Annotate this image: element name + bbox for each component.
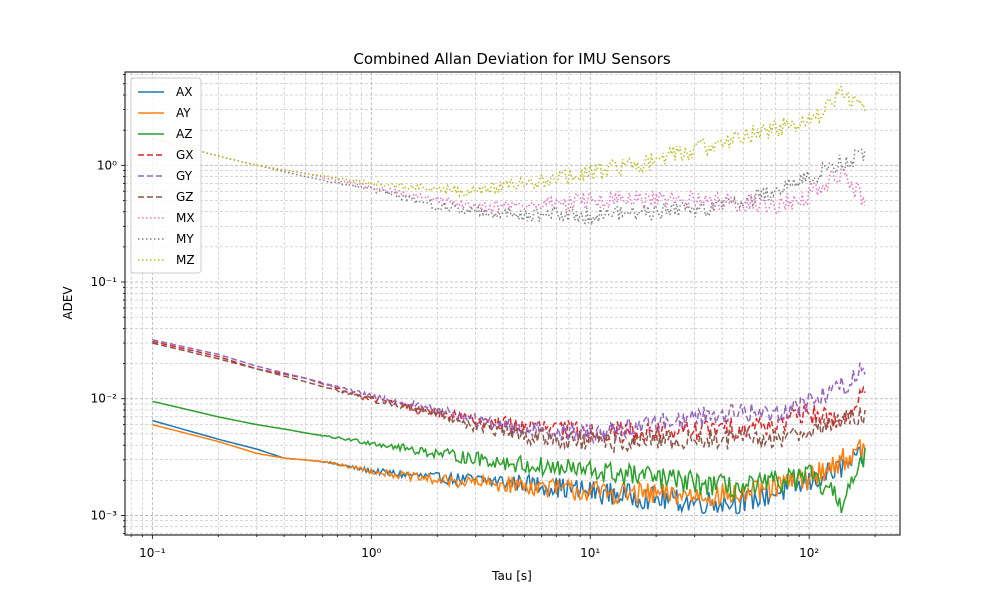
series-line-gy — [152, 339, 866, 444]
legend-label-my: MY — [176, 232, 194, 246]
legend-label-gy: GY — [176, 169, 193, 183]
y-tick-label: 10⁰ — [97, 158, 117, 172]
chart-title: Combined Allan Deviation for IMU Sensors — [353, 50, 670, 68]
series-line-ay — [152, 423, 866, 507]
x-tick-label: 10⁰ — [361, 546, 381, 560]
x-tick-label: 10⁻¹ — [139, 546, 166, 560]
y-tick-label: 10⁻¹ — [91, 275, 118, 289]
tick-marks: 10⁻¹ 10⁰ 10¹ 10² 10⁻³ 10⁻² 10⁻¹ 10⁰ — [91, 74, 876, 560]
legend: AX AY AZ GX GY GZ MX MY MZ — [130, 77, 202, 274]
series-line-gz — [152, 342, 866, 454]
legend-box — [130, 77, 202, 274]
legend-label-mz: MZ — [176, 253, 195, 267]
series-line-mx — [152, 137, 866, 216]
y-axis-label: ADEV — [61, 286, 75, 320]
series-line-mz — [152, 85, 866, 199]
series-layer — [152, 85, 866, 515]
y-tick-label: 10⁻² — [91, 392, 118, 406]
plot-frame — [124, 71, 901, 536]
series-line-az — [152, 400, 866, 514]
legend-label-az: AZ — [176, 127, 192, 141]
legend-label-ax: AX — [176, 85, 192, 99]
legend-label-gz: GZ — [176, 190, 194, 204]
legend-label-gx: GX — [176, 148, 194, 162]
x-axis-label: Tau [s] — [491, 569, 532, 583]
grid-lines — [125, 72, 900, 535]
legend-label-ay: AY — [176, 106, 191, 120]
y-tick-label: 10⁻³ — [91, 508, 118, 522]
legend-label-mx: MX — [176, 211, 195, 225]
x-tick-label: 10¹ — [580, 546, 600, 560]
series-line-gx — [152, 340, 866, 445]
x-tick-label: 10² — [799, 546, 819, 560]
